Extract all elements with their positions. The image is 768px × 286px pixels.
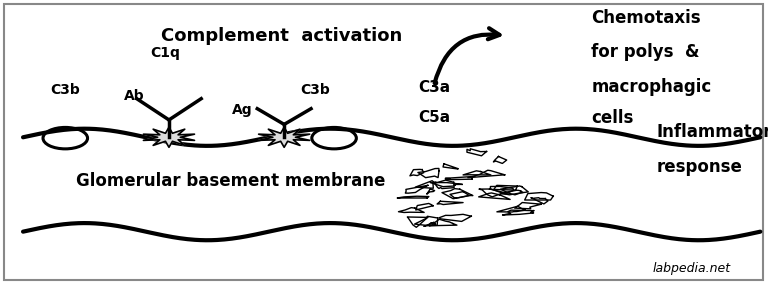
Text: C3a: C3a — [418, 80, 450, 94]
Text: Ab: Ab — [124, 89, 144, 103]
Text: Inflammatory: Inflammatory — [657, 123, 768, 141]
Text: C3b: C3b — [300, 84, 329, 97]
Polygon shape — [259, 127, 310, 147]
Text: C5a: C5a — [418, 110, 450, 124]
FancyBboxPatch shape — [4, 4, 763, 280]
Text: Glomerular basement membrane: Glomerular basement membrane — [76, 172, 385, 190]
Text: cells: cells — [591, 109, 634, 127]
Text: response: response — [657, 158, 743, 176]
Text: C1q: C1q — [151, 46, 180, 60]
Text: Chemotaxis: Chemotaxis — [591, 9, 701, 27]
Text: labpedia.net: labpedia.net — [652, 262, 730, 275]
Text: Ag: Ag — [232, 104, 252, 117]
Text: Complement  activation: Complement activation — [161, 27, 402, 45]
Polygon shape — [144, 127, 194, 147]
Text: macrophagic: macrophagic — [591, 78, 712, 96]
Text: C3b: C3b — [51, 84, 80, 97]
Text: for polys  &: for polys & — [591, 43, 700, 61]
